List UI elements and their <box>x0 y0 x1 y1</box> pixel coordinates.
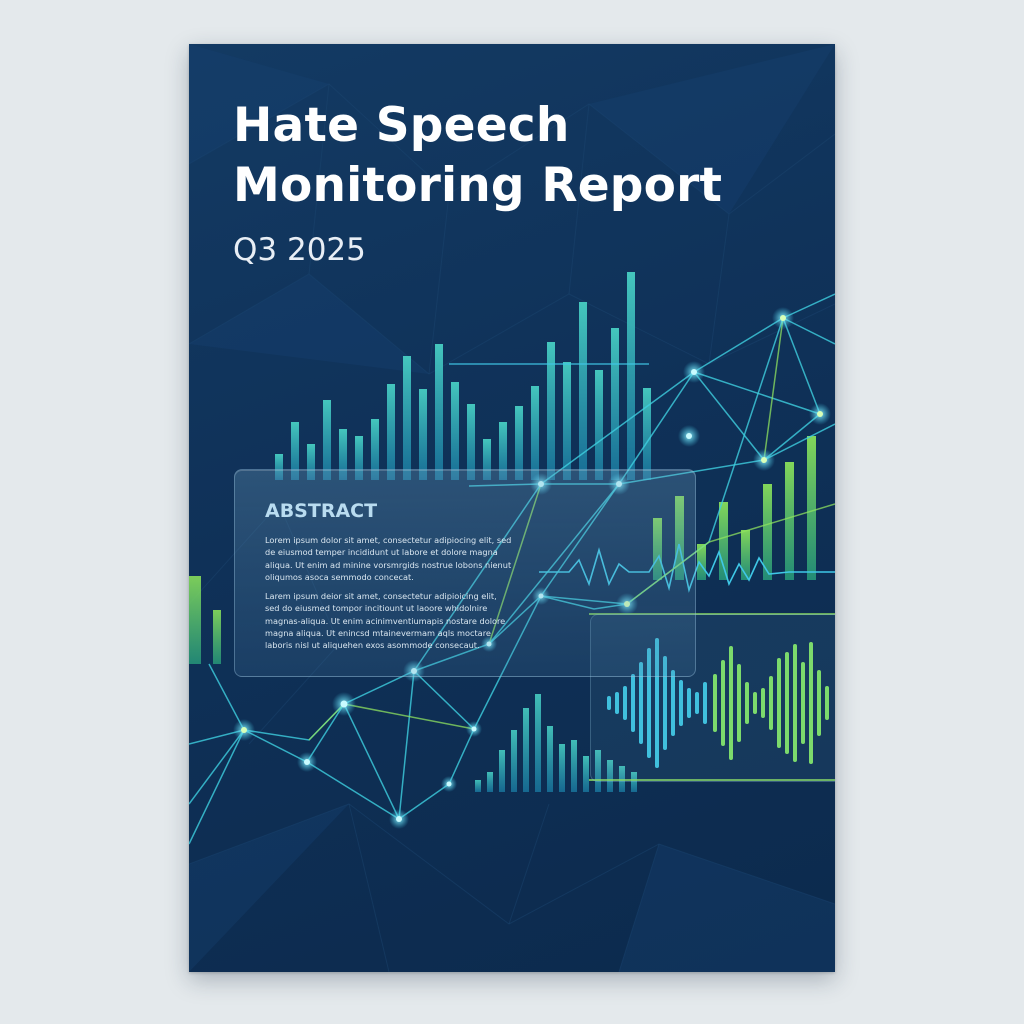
report-title-line-2: Monitoring Report <box>233 158 723 213</box>
cover-artwork <box>189 44 835 972</box>
abstract-panel: ABSTRACT Lorem ipsum dolor sit amet, con… <box>234 469 696 677</box>
waveform <box>607 638 829 768</box>
abstract-paragraph-1: Lorem ipsum dolor sit amet, consectetur … <box>265 535 512 582</box>
report-cover: Hate Speech Monitoring Report Q3 2025 AB… <box>189 44 835 972</box>
bar-cluster-right <box>653 436 816 580</box>
report-period: Q3 2025 <box>233 232 366 268</box>
glass-panel-secondary <box>590 614 835 782</box>
network-nodes <box>233 307 831 829</box>
abstract-paragraph-2: Larem ipsum deior sit amet, consectetur … <box>265 591 506 651</box>
abstract-heading: ABSTRACT <box>265 500 378 522</box>
polygon-background <box>189 83 835 972</box>
report-title: Hate Speech Monitoring Report <box>233 96 722 216</box>
bar-cluster-left <box>189 576 221 664</box>
report-title-line-1: Hate Speech <box>233 98 570 153</box>
